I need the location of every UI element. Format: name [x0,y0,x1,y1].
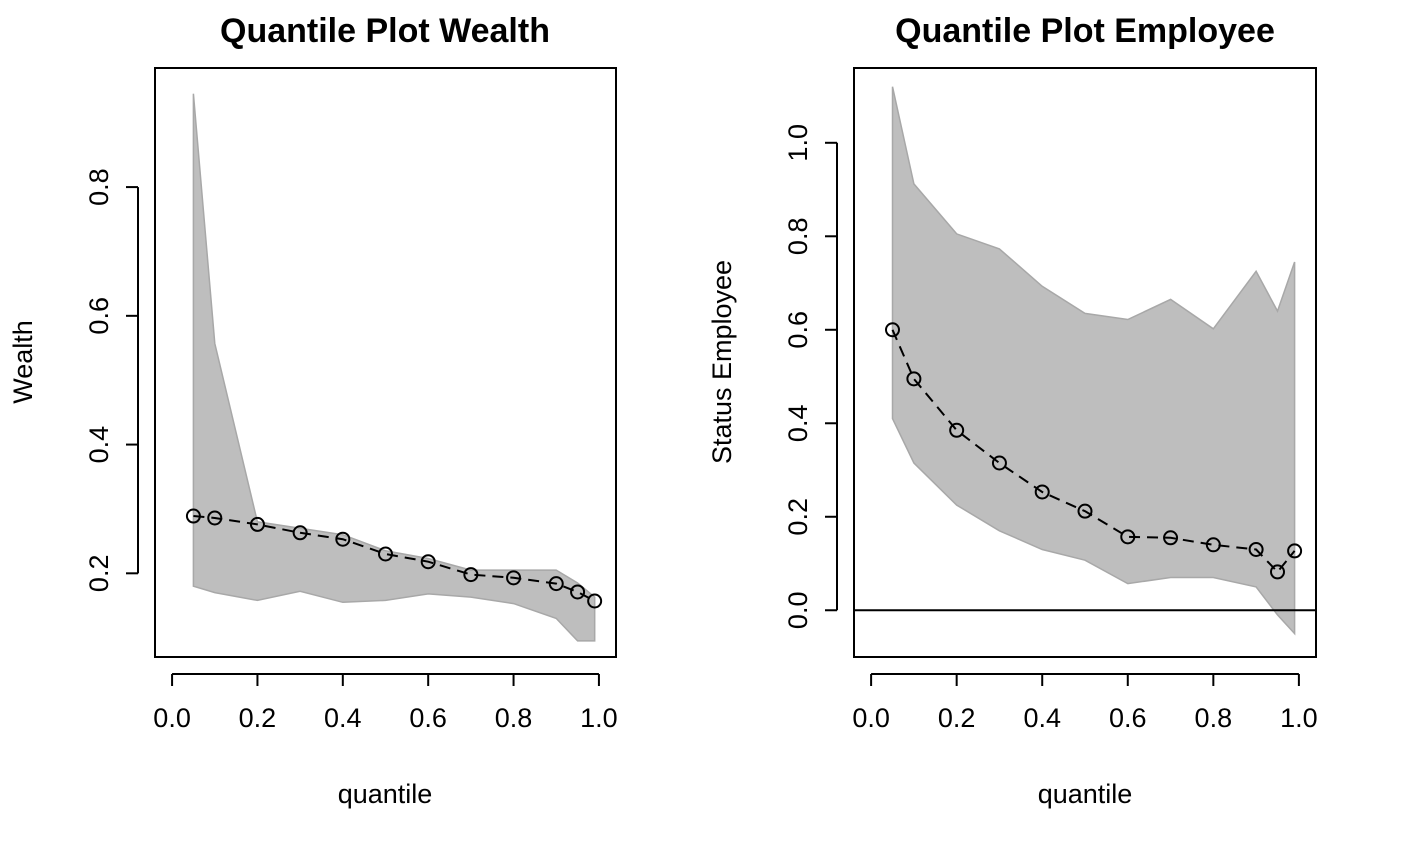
data-point [1163,530,1179,546]
data-point [420,554,436,570]
series-line [891,329,1296,574]
data-point [1248,541,1264,557]
x-tick-label: 0.2 [938,703,976,733]
chart-title: Quantile Plot Wealth [220,12,550,50]
x-tick-label: 1.0 [580,703,618,733]
data-point [1077,503,1093,519]
y-tick-label: 0.4 [84,426,114,464]
data-point [1287,543,1303,559]
chart-title: Quantile Plot Employee [895,12,1275,50]
x-tick-label: 0.4 [1023,703,1061,733]
y-tick-label: 0.6 [783,311,813,349]
plot-frame [154,67,617,658]
data-point [1205,537,1221,553]
x-tick-label: 0.6 [409,703,447,733]
y-tick-label: 0.6 [84,297,114,335]
data-point [1120,529,1136,545]
data-point [570,584,586,600]
data-point [991,455,1007,471]
data-point [335,531,351,547]
y-tick-label: 0.4 [783,405,813,443]
data-point [292,525,308,541]
confidence-band [891,86,1296,636]
data-point [906,371,922,387]
panel-employee: Quantile Plot Employee quantile Status E… [707,12,1318,809]
data-point [463,567,479,583]
data-point [185,508,201,524]
y-tick-label: 0.8 [783,218,813,256]
y-tick-label: 0.2 [84,555,114,593]
y-axis-label: Wealth [8,320,38,404]
x-tick-label: 0.6 [1109,703,1147,733]
data-point [949,422,965,438]
data-point [1034,484,1050,500]
x-axis-label: quantile [1038,779,1133,809]
data-point [378,546,393,562]
x-tick-label: 0.4 [324,703,362,733]
x-tick-label: 0.8 [495,703,533,733]
data-point [1270,564,1285,580]
confidence-band [192,93,596,642]
y-tick-label: 1.0 [783,124,813,162]
x-axis-label: quantile [338,779,433,809]
x-tick-label: 0.0 [852,703,890,733]
data-point [506,570,522,586]
y-tick-label: 0.2 [783,498,813,536]
x-tick-label: 0.8 [1195,703,1233,733]
x-tick-label: 0.0 [153,703,191,733]
x-tick-label: 0.2 [239,703,277,733]
plot-frame [853,67,1317,658]
data-point [207,510,223,526]
y-tick-label: 0.0 [783,592,813,630]
panel-wealth: Quantile Plot Wealth quantile Wealth 0.0… [8,12,618,809]
x-tick-label: 1.0 [1280,703,1318,733]
data-point [587,593,603,609]
data-point [249,516,265,532]
data-point [885,322,900,338]
y-axis-label: Status Employee [707,260,737,464]
y-tick-label: 0.8 [84,168,114,206]
data-point [548,576,564,592]
